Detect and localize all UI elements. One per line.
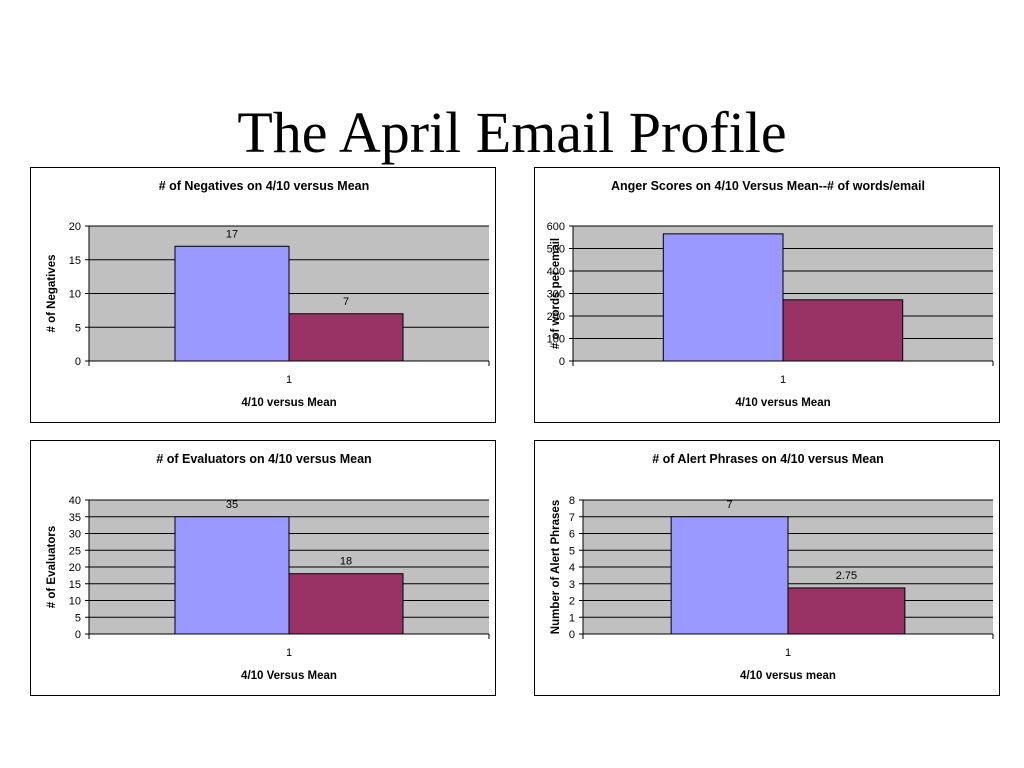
x-tick-label: 1 [286, 647, 292, 659]
y-tick-label: 20 [69, 221, 81, 233]
y-tick-label: 30 [69, 529, 81, 541]
y-tick-label: 0 [75, 629, 81, 641]
x-axis-label: 4/10 Versus Mean [241, 670, 337, 682]
chart-panel-evaluators: # of Evaluators on 4/10 versus Mean 0 5 10 1… [30, 440, 496, 696]
y-tick-label: 15 [69, 255, 81, 267]
bar-series-1 [662, 233, 784, 362]
x-axis-label: 4/10 versus Mean [241, 397, 336, 409]
y-tick-label: 5 [569, 545, 575, 557]
y-tick-label: 0 [569, 629, 575, 641]
y-tick-label: 5 [75, 612, 81, 624]
bar-series-1 [670, 516, 789, 635]
y-tick-label: 0 [75, 356, 81, 368]
x-tick-label: 1 [785, 647, 791, 659]
bar-series-2 [288, 573, 404, 635]
y-axis-label: Number of Alert Phrases [550, 500, 562, 634]
chart-svg: # of Negatives on 4/10 versus Mean 0 5 10 15… [46, 179, 490, 409]
bar-series-2 [288, 313, 404, 362]
x-axis-label: 4/10 versus Mean [735, 397, 830, 409]
y-tick-label: 8 [569, 495, 575, 507]
y-tick-label: 100 [547, 334, 565, 346]
x-tick-label: 1 [286, 374, 292, 386]
y-tick-label: 35 [69, 512, 81, 524]
bar-series-2 [787, 587, 906, 635]
y-tick-label: 2 [569, 596, 575, 608]
data-label: 7 [727, 499, 733, 511]
data-label: 17 [226, 228, 238, 240]
chart-svg: # of Evaluators on 4/10 versus Mean 0 5 10 1… [46, 452, 490, 682]
y-tick-label: 7 [569, 512, 575, 524]
bar-series-1 [174, 516, 290, 635]
y-tick-label: 10 [69, 289, 81, 301]
y-axis-label: # of words per email [550, 238, 562, 349]
y-axis-label: # of Evaluators [46, 526, 58, 608]
y-tick-label: 25 [69, 545, 81, 557]
chart-panel-alert-phrases: # of Alert Phrases on 4/10 versus Mean 0 1… [534, 440, 1000, 696]
data-label: 7 [343, 296, 349, 308]
x-tick-label: 1 [780, 374, 786, 386]
chart-svg: Anger Scores on 4/10 Versus Mean--# of w… [547, 179, 994, 409]
y-tick-label: 500 [547, 244, 565, 256]
y-tick-label: 0 [559, 356, 565, 368]
x-axis-label: 4/10 versus mean [740, 670, 836, 682]
bar-series-2 [782, 299, 904, 362]
chart-svg: # of Alert Phrases on 4/10 versus Mean 0 1… [550, 452, 994, 682]
y-tick-label: 400 [547, 266, 565, 278]
y-tick-label: 20 [69, 562, 81, 574]
y-tick-label: 300 [547, 289, 565, 301]
y-axis-label: # of Negatives [46, 255, 58, 333]
y-tick-label: 10 [69, 596, 81, 608]
y-tick-label: 40 [69, 495, 81, 507]
y-tick-label: 5 [75, 322, 81, 334]
y-tick-label: 1 [569, 612, 575, 624]
slide-title: The April Email Profile [237, 100, 787, 165]
chart-panel-negatives: # of Negatives on 4/10 versus Mean 0 5 10 15… [30, 167, 496, 423]
data-label: 35 [226, 499, 238, 511]
y-tick-label: 4 [569, 562, 575, 574]
y-tick-label: 15 [69, 579, 81, 591]
chart-title: # of Negatives on 4/10 versus Mean [159, 179, 370, 193]
chart-title: Anger Scores on 4/10 Versus Mean--# of w… [611, 179, 925, 193]
y-tick-label: 600 [547, 221, 565, 233]
chart-panel-anger-scores: Anger Scores on 4/10 Versus Mean--# of w… [534, 167, 1000, 423]
data-label: 2.75 [836, 570, 857, 582]
chart-title: # of Evaluators on 4/10 versus Mean [156, 452, 371, 466]
chart-title: # of Alert Phrases on 4/10 versus Mean [652, 452, 884, 466]
y-tick-label: 3 [569, 579, 575, 591]
data-label: 18 [340, 556, 352, 568]
y-tick-label: 200 [547, 311, 565, 323]
y-tick-label: 6 [569, 529, 575, 541]
bar-series-1 [174, 245, 290, 362]
